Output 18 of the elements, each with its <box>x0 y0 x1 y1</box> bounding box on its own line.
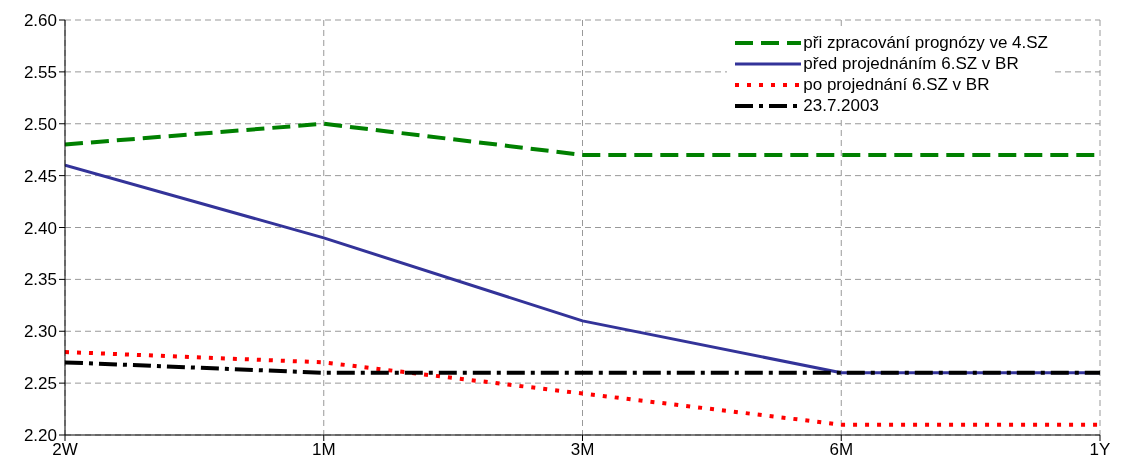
y-tick-label: 2.40 <box>23 218 57 238</box>
y-tick-label: 2.30 <box>23 322 57 342</box>
y-tick-label: 2.45 <box>23 166 57 186</box>
y-tick-label: 2.55 <box>23 62 57 82</box>
x-tick-label: 6M <box>829 440 854 460</box>
x-tick-label: 2W <box>52 440 78 460</box>
y-tick-label: 2.35 <box>23 270 57 290</box>
y-tick-label: 2.25 <box>23 374 57 394</box>
legend-label: 23.7.2003 <box>803 95 879 116</box>
x-tick-label: 3M <box>570 440 595 460</box>
y-tick-label: 2.60 <box>23 11 57 31</box>
y-tick-label: 2.50 <box>23 114 57 134</box>
x-tick-label: 1Y <box>1089 440 1111 460</box>
legend-label: před projednáním 6.SZ v BR <box>803 53 1019 74</box>
line-series <box>65 350 1100 427</box>
x-tick-label: 1M <box>311 440 336 460</box>
legend-label: při zpracování prognózy ve 4.SZ <box>803 32 1048 53</box>
legend-label: po projednání 6.SZ v BR <box>803 74 990 95</box>
